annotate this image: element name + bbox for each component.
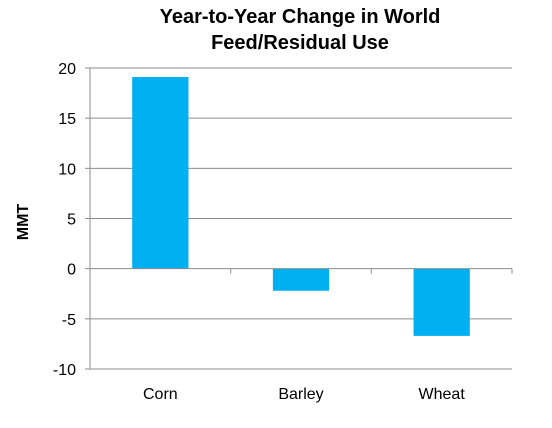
y-tick-labels: -10 -5 0 5 10 15 20	[53, 61, 76, 379]
x-tick-labels: Corn Barley Wheat	[143, 386, 465, 403]
y-axis-label: MMT	[15, 204, 32, 241]
y-tick-label: -5	[62, 312, 76, 329]
y-tick-label: 5	[67, 212, 76, 229]
chart-title-line-2: Feed/Residual Use	[211, 32, 389, 54]
x-tick-label: Barley	[278, 386, 323, 403]
chart-title: Year-to-Year Change in World Feed/Residu…	[90, 4, 510, 56]
bars	[132, 77, 470, 336]
y-tick-label: 15	[58, 111, 76, 128]
y-tick-label: 0	[67, 262, 76, 279]
bar	[272, 268, 330, 291]
y-tick-label: -10	[53, 362, 76, 379]
chart-title-line-1: Year-to-Year Change in World	[159, 6, 441, 28]
x-tick-label: Corn	[143, 386, 178, 403]
axes	[85, 67, 513, 370]
bar	[132, 77, 189, 269]
y-tick-label: 10	[58, 161, 76, 178]
bar	[413, 268, 470, 336]
x-tick-label: Wheat	[419, 386, 466, 403]
y-tick-label: 20	[58, 61, 76, 78]
